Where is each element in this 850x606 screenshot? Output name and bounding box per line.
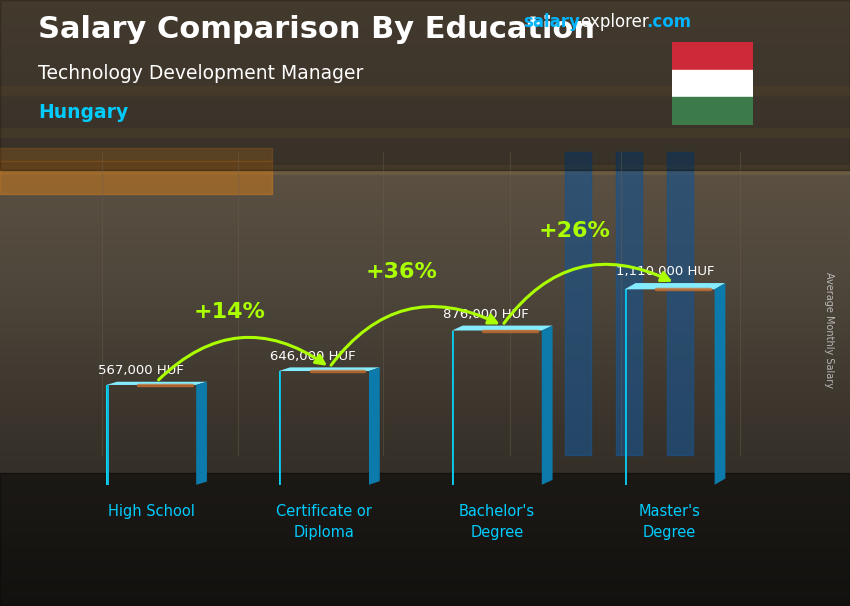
- Polygon shape: [196, 382, 207, 485]
- Text: Hungary: Hungary: [38, 103, 128, 122]
- Polygon shape: [452, 325, 552, 330]
- Text: explorer: explorer: [581, 13, 649, 32]
- Polygon shape: [279, 367, 380, 371]
- Text: 646,000 HUF: 646,000 HUF: [270, 350, 356, 362]
- Text: Average Monthly Salary: Average Monthly Salary: [824, 272, 834, 388]
- Polygon shape: [106, 382, 207, 385]
- Text: 1,110,000 HUF: 1,110,000 HUF: [616, 265, 715, 278]
- Text: .com: .com: [646, 13, 691, 32]
- Text: +36%: +36%: [366, 262, 438, 282]
- Text: Technology Development Manager: Technology Development Manager: [38, 64, 364, 82]
- Text: +26%: +26%: [539, 221, 611, 241]
- Text: +14%: +14%: [193, 302, 265, 322]
- Polygon shape: [715, 283, 725, 485]
- Polygon shape: [369, 367, 380, 485]
- Text: salary: salary: [523, 13, 580, 32]
- Polygon shape: [541, 325, 552, 485]
- Text: 876,000 HUF: 876,000 HUF: [444, 308, 529, 321]
- Text: 567,000 HUF: 567,000 HUF: [98, 364, 184, 377]
- Polygon shape: [625, 283, 725, 289]
- Text: Salary Comparison By Education: Salary Comparison By Education: [38, 15, 595, 44]
